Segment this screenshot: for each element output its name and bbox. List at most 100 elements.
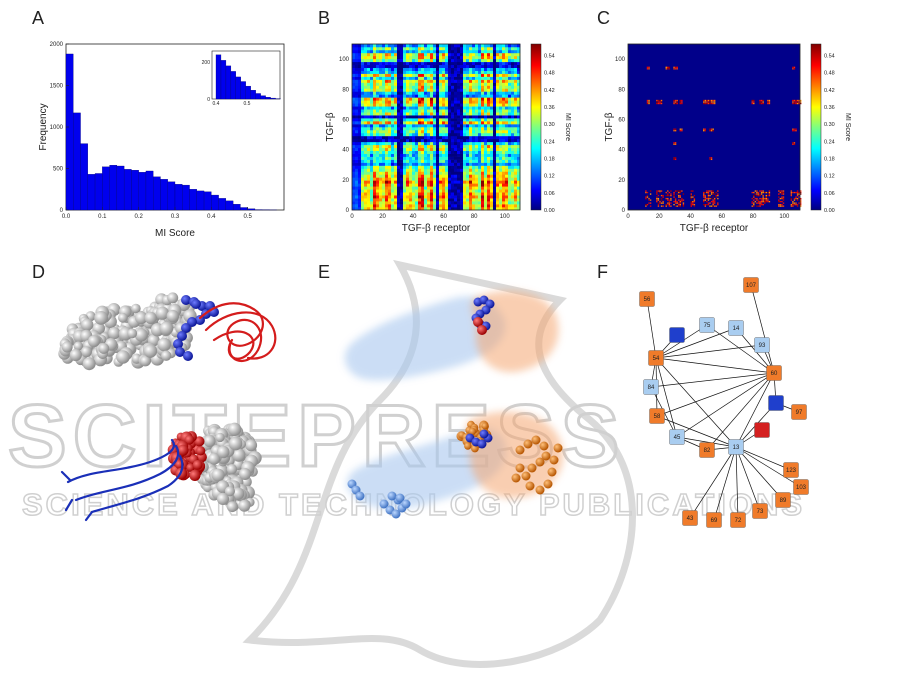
heatmap-b-cell <box>475 189 479 193</box>
orange-atom <box>539 441 549 451</box>
heatmap-b-cell <box>373 46 377 51</box>
heatmap-b-cell <box>412 70 416 74</box>
heatmap-b-cell <box>478 186 482 190</box>
heatmap-b-cell <box>493 106 497 110</box>
heatmap-b-cell <box>487 82 491 86</box>
heatmap-b-cell <box>508 52 512 57</box>
heatmap-c-cell <box>668 205 671 207</box>
heatmap-c-cell <box>673 193 675 195</box>
heatmap-b-cell <box>484 73 488 77</box>
heatmap-c-cell <box>781 193 783 195</box>
heatmap-b-cell <box>373 91 377 95</box>
heatmap-b-cell <box>397 162 401 166</box>
heatmap-b-cell <box>430 91 434 95</box>
heatmap-b-cell <box>400 100 404 104</box>
heatmap-b-cell <box>475 147 479 152</box>
heatmap-c-xlabel: TGF-β receptor <box>680 223 749 234</box>
heatmap-c-cell <box>717 202 719 204</box>
heatmap-b-cell <box>406 127 410 131</box>
heatmap-b-cell <box>514 118 518 122</box>
heatmap-b-cell <box>364 82 368 86</box>
heatmap-b-cell <box>508 150 512 154</box>
heatmap-b-cell <box>475 141 479 146</box>
heatmap-b-cell <box>508 129 512 134</box>
heatmap-c-cell <box>707 197 710 200</box>
heatmap-b-cell <box>496 76 500 80</box>
heatmap-b-cell <box>487 189 491 193</box>
heatmap-b-cell <box>499 180 503 184</box>
heatmap-b-cell <box>454 207 458 211</box>
heatmap-b-cell <box>502 180 506 184</box>
heatmap-b-cell <box>409 64 413 69</box>
heatmap-b-cell <box>388 79 392 83</box>
heatmap-b-cell <box>379 118 383 122</box>
heatmap-b-cell <box>403 150 407 154</box>
heatmap-b-cell <box>517 127 521 131</box>
heatmap-c-cell <box>665 191 667 194</box>
heatmap-b-cell <box>517 156 521 160</box>
heatmap-b-cell <box>439 189 443 193</box>
heatmap-b-cell <box>466 198 470 202</box>
heatmap-b-cell <box>421 127 425 131</box>
heatmap-b-cell <box>358 52 362 57</box>
heatmap-b-cell <box>469 141 473 146</box>
heatmap-b-cell <box>433 171 437 175</box>
heatmap-b-cell <box>442 129 446 134</box>
heatmap-c-cell <box>782 191 785 194</box>
heatmap-b-cell <box>403 97 407 101</box>
heatmap-b-cell <box>412 135 416 140</box>
heatmap-b-cell <box>421 189 425 193</box>
heatmap-c-cell <box>660 194 663 197</box>
heatmap-b-cell <box>358 70 362 74</box>
heatmap-b-cell <box>439 67 443 71</box>
heatmap-c-cell <box>792 202 794 204</box>
heatmap-b-cell <box>475 106 479 110</box>
heatmap-b-cell <box>406 192 410 196</box>
histogram-bar <box>73 112 81 211</box>
heatmap-c-cell <box>709 102 711 105</box>
heatmap-b-cell <box>463 207 467 211</box>
heatmap-b-cell <box>484 165 488 169</box>
heatmap-b-cell <box>355 52 359 57</box>
histogram-bar <box>94 173 103 211</box>
heatmap-b-cell <box>511 118 515 122</box>
heatmap-b-cell <box>385 100 389 104</box>
heatmap-b-cell <box>376 94 380 98</box>
heatmap-b-cell <box>463 192 467 196</box>
heatmap-c-cell <box>715 191 717 194</box>
heatmap-b-cell <box>409 207 413 211</box>
heatmap-b-cell <box>421 132 425 137</box>
heatmap-b-cell <box>403 106 407 110</box>
heatmap-b-cell <box>370 195 374 199</box>
heatmap-b-cell <box>388 138 392 143</box>
heatmap-b-cell <box>517 192 521 196</box>
heatmap-c-cell <box>712 99 714 102</box>
network-node-box <box>728 439 744 455</box>
heatmap-b-cell <box>487 138 491 143</box>
heatmap-b-cell <box>412 64 416 69</box>
heatmap-c-cell <box>782 196 785 198</box>
protein-blue-residues-e-top <box>471 295 495 335</box>
heatmap-b-cell <box>400 49 404 54</box>
heatmap-b-cell <box>517 121 521 125</box>
heatmap-b-cell <box>418 138 422 143</box>
heatmap-c-cell <box>692 190 694 192</box>
heatmap-b-cell <box>373 141 377 146</box>
heatmap-b-cell <box>457 118 461 122</box>
heatmap-b-cell <box>493 46 497 51</box>
heatmap-b-cell <box>460 124 464 128</box>
heatmap-b-cell <box>442 174 446 178</box>
heatmap-b-cell <box>361 150 365 154</box>
heatmap-b-cell <box>403 121 407 125</box>
heatmap-b-cell <box>517 94 521 98</box>
heatmap-c-cell <box>714 202 716 204</box>
heatmap-b-cell <box>376 103 380 107</box>
heatmap-b-cell <box>361 132 365 137</box>
heatmap-b-cell <box>439 91 443 95</box>
heatmap-b-cell <box>370 61 374 66</box>
heatmap-b-cell <box>496 180 500 184</box>
heatmap-b-cell <box>409 195 413 199</box>
heatmap-b-cell <box>406 132 410 137</box>
heatmap-c-cell <box>657 101 660 103</box>
heatmap-c-cell <box>678 196 680 198</box>
